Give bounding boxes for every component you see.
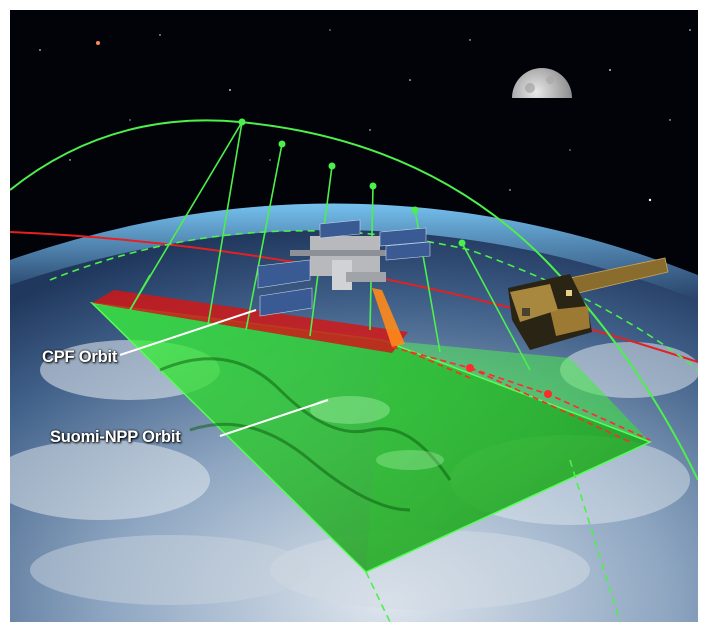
- iss-beam: [372, 288, 405, 347]
- npp-ground-track: [49, 229, 698, 371]
- cpf-callout-line: [119, 309, 257, 356]
- orbit-diagram: [10, 29, 698, 622]
- cpf-orbit-label: CPF Orbit: [42, 348, 118, 366]
- space-station-illustration: [257, 219, 431, 317]
- suomi-npp-swath: [89, 301, 652, 573]
- cpf-swath: [92, 290, 408, 353]
- npp-orbit-line: [10, 119, 698, 481]
- npp-orbit-nodes: [238, 118, 466, 247]
- star-field: [39, 29, 691, 202]
- suomi-npp-satellite-illustration: [508, 257, 669, 350]
- suomi-npp-orbit-label: Suomi-NPP Orbit: [50, 428, 181, 446]
- npp-callout-line: [219, 399, 329, 437]
- illustration-frame: CPF Orbit Suomi-NPP Orbit: [10, 10, 698, 622]
